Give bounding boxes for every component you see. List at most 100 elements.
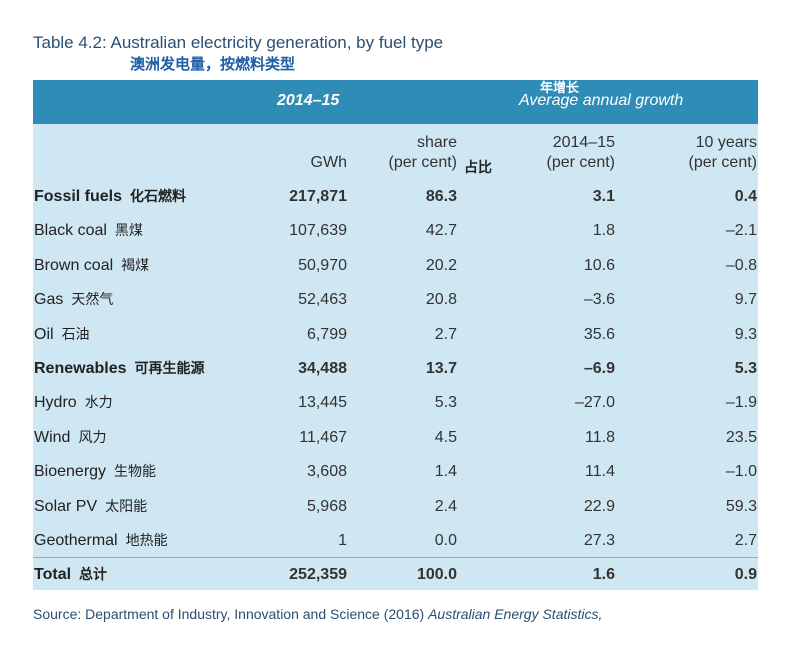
row-label: Solar PV 太阳能 — [34, 497, 147, 517]
cell-growth-10: 23.5 — [725, 428, 757, 446]
cell-growth-10: –2.1 — [725, 222, 757, 240]
subheader-growth-year: 2014–15 — [552, 134, 615, 151]
row-label: Hydro 水力 — [34, 393, 113, 413]
cell-growth-10: 0.4 — [734, 188, 757, 205]
subheader-growth-10-unit: (per cent) — [688, 154, 757, 171]
subheader-share: share — [416, 134, 457, 151]
cell-growth-year: 35.6 — [583, 325, 615, 343]
row-label-en: Solar PV — [34, 497, 98, 515]
cell-growth-10: –1.0 — [725, 463, 757, 481]
cell-share: 2.4 — [434, 497, 457, 515]
cell-share: 86.3 — [425, 188, 457, 205]
row-label-zh: 地热能 — [125, 533, 168, 549]
cell-share: 2.7 — [434, 325, 457, 343]
cell-growth-year: –27.0 — [574, 394, 615, 412]
subheader-growth-10: 10 years — [695, 134, 757, 151]
cell-gwh: 13,445 — [298, 394, 347, 412]
cell-gwh: 1 — [338, 532, 347, 549]
cell-gwh: 52,463 — [298, 291, 347, 309]
row-label: Renewables 可再生能源 — [34, 359, 204, 379]
cell-growth-year: 1.8 — [592, 222, 615, 240]
cell-growth-10: 5.3 — [734, 360, 757, 377]
header-growth-zh: 年增长 — [540, 81, 580, 96]
cell-gwh: 6,799 — [306, 325, 347, 343]
cell-growth-year: 3.1 — [592, 188, 615, 205]
row-label-en: Geothermal — [34, 532, 118, 549]
row-label: Brown coal 褐煤 — [34, 256, 149, 276]
row-label: Gas 天然气 — [34, 290, 113, 310]
cell-gwh: 3,608 — [306, 463, 347, 481]
row-label-en: Renewables — [34, 360, 127, 377]
header-growth: Average annual growth — [519, 92, 684, 109]
title: Table 4.2: Australian electricity genera… — [33, 33, 444, 52]
cell-growth-10: 2.7 — [734, 532, 757, 549]
cell-share: 5.3 — [434, 394, 457, 412]
header-period: 2014–15 — [277, 92, 340, 109]
cell-growth-10: –1.9 — [725, 394, 757, 412]
row-label-en: Hydro — [34, 394, 77, 412]
cell-gwh: 34,488 — [298, 360, 347, 377]
cell-growth-year: –6.9 — [583, 360, 615, 377]
row-label: Oil 石油 — [34, 325, 90, 345]
cell-gwh: 107,639 — [289, 222, 347, 240]
row-label-zh: 石油 — [61, 326, 90, 343]
source-title: Australian Energy Statistics, — [428, 606, 603, 622]
subheader-share-zh: 占比 — [464, 160, 492, 176]
header-band — [33, 80, 758, 124]
cell-gwh: 5,968 — [306, 497, 347, 515]
cell-growth-year: 11.8 — [585, 428, 615, 446]
cell-growth-year: –3.6 — [583, 291, 615, 309]
cell-growth-10: –0.8 — [725, 256, 757, 274]
row-rule — [33, 557, 758, 559]
row-label-zh: 风力 — [78, 429, 107, 446]
cell-gwh: 217,871 — [289, 188, 347, 205]
row-label: Black coal 黑煤 — [34, 221, 143, 241]
cell-growth-year: 1.6 — [592, 566, 615, 584]
cell-share: 1.4 — [434, 463, 457, 481]
row-label-en: Black coal — [34, 222, 107, 240]
cell-growth-10: 9.7 — [734, 291, 757, 309]
cell-gwh: 50,970 — [298, 256, 347, 274]
row-label-zh: 太阳能 — [105, 498, 148, 515]
row-label-en: Oil — [34, 325, 54, 343]
row-label-zh: 黑煤 — [114, 223, 143, 240]
cell-growth-year: 10.6 — [583, 256, 615, 274]
cell-share: 4.5 — [434, 428, 457, 446]
row-label-zh: 水力 — [84, 395, 113, 412]
row-label-en: Gas — [34, 291, 64, 309]
row-label-en: Bioenergy — [34, 463, 107, 481]
subheader-growth-year-unit: (per cent) — [546, 154, 615, 171]
title-zh: 澳洲发电量，按燃料类型 — [130, 55, 296, 73]
row-label-zh: 生物能 — [114, 464, 157, 481]
cell-growth-10: 59.3 — [725, 497, 757, 515]
row-label: Bioenergy 生物能 — [34, 462, 156, 482]
cell-growth-10: 9.3 — [734, 325, 757, 343]
subheader-share-unit: (per cent) — [388, 154, 457, 171]
row-label: Fossil fuels 化石燃料 — [34, 187, 186, 207]
row-label-zh: 总计 — [79, 567, 108, 584]
cell-share: 100.0 — [416, 566, 457, 584]
source: Source: Department of Industry, Innovati… — [33, 606, 602, 622]
row-label: Total 总计 — [34, 565, 107, 585]
row-label-zh: 天然气 — [71, 292, 114, 309]
cell-gwh: 11,467 — [299, 428, 347, 446]
cell-share: 20.2 — [425, 256, 457, 274]
row-label-en: Wind — [34, 428, 71, 446]
source-text: Source: Department of Industry, Innovati… — [33, 606, 425, 622]
row-label: Wind 风力 — [34, 428, 106, 448]
row-label-zh: 褐煤 — [121, 257, 150, 274]
row-label-en: Brown coal — [34, 256, 114, 274]
row-label-zh: 可再生能源 — [134, 361, 205, 377]
cell-growth-year: 11.4 — [585, 463, 615, 481]
cell-share: 42.7 — [425, 222, 457, 240]
cell-gwh: 252,359 — [289, 566, 347, 584]
row-label: Geothermal 地热能 — [34, 531, 168, 551]
table-bg — [33, 80, 758, 590]
cell-share: 20.8 — [425, 291, 457, 309]
cell-growth-year: 22.9 — [583, 497, 615, 515]
row-label-zh: 化石燃料 — [130, 189, 187, 205]
cell-share: 13.7 — [425, 360, 457, 377]
cell-growth-10: 0.9 — [734, 566, 757, 584]
cell-share: 0.0 — [434, 532, 457, 549]
